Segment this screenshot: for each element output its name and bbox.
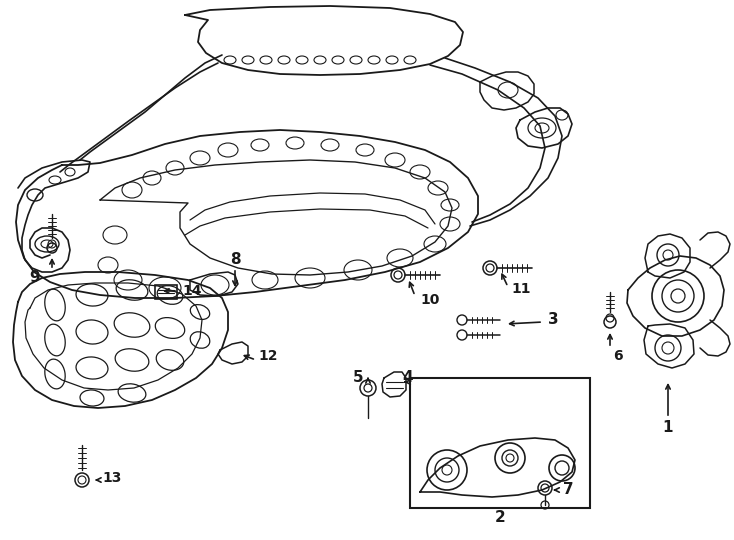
Text: 14: 14 bbox=[182, 284, 202, 298]
Text: 13: 13 bbox=[102, 471, 122, 485]
Text: 6: 6 bbox=[613, 349, 623, 363]
Text: 4: 4 bbox=[403, 370, 413, 386]
Bar bbox=[155, 285, 177, 299]
Bar bbox=[410, 378, 590, 508]
Text: 10: 10 bbox=[421, 293, 440, 307]
Text: 12: 12 bbox=[258, 349, 277, 363]
Text: 9: 9 bbox=[29, 271, 40, 286]
Text: 5: 5 bbox=[353, 370, 363, 386]
Text: 7: 7 bbox=[563, 483, 573, 497]
Text: 8: 8 bbox=[230, 253, 240, 267]
Text: 3: 3 bbox=[548, 313, 559, 327]
Text: 11: 11 bbox=[512, 282, 531, 296]
Text: 1: 1 bbox=[663, 421, 673, 435]
Text: 2: 2 bbox=[495, 510, 506, 525]
